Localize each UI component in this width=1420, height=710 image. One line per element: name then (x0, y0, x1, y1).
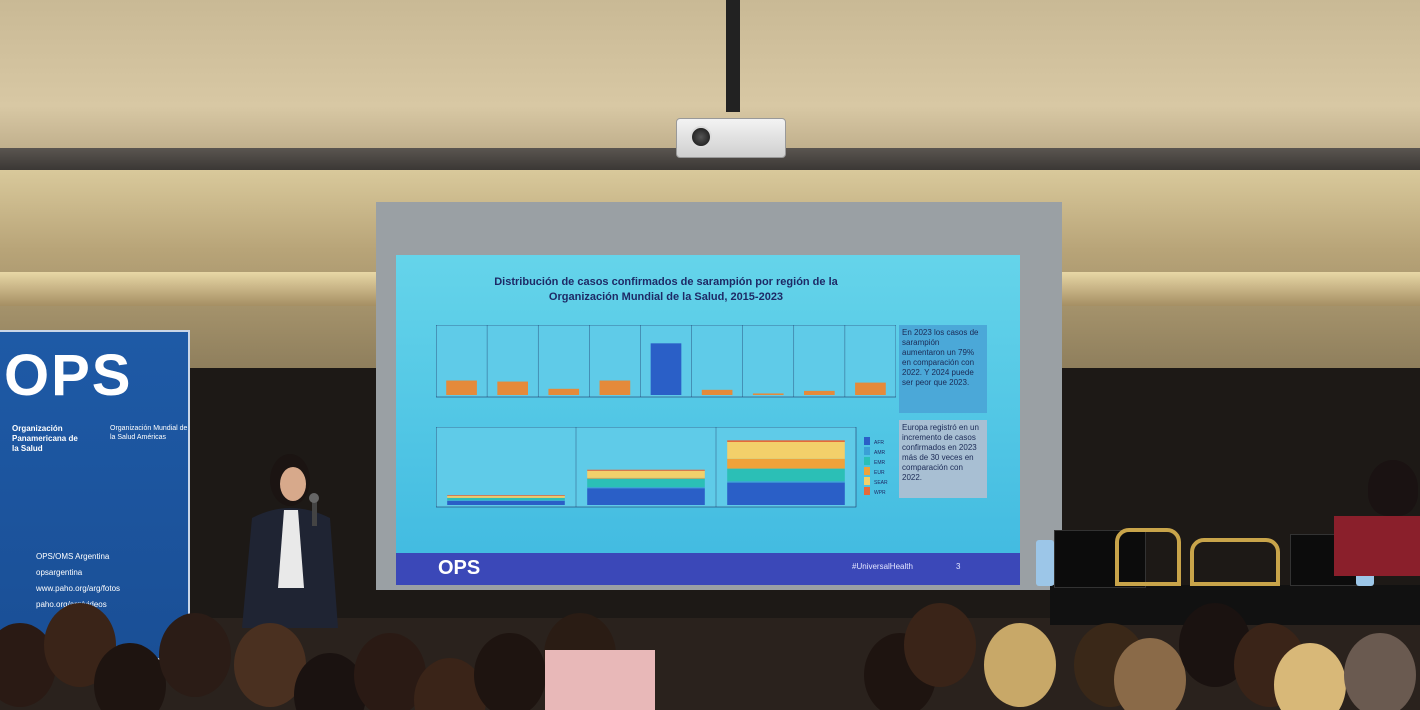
slide-note-2023: En 2023 los casos de sarampión aumentaro… (899, 325, 987, 413)
legend-swatch (864, 467, 870, 475)
banner-org-left: Organización Panamericana de la Salud (12, 424, 78, 453)
legend-label: AMR (874, 450, 886, 456)
audience (0, 603, 1416, 710)
panelist-head (1368, 460, 1418, 516)
audience-head (159, 613, 231, 697)
legend-swatch (864, 437, 870, 445)
projector (676, 118, 786, 158)
slide-page-number: 3 (956, 562, 961, 571)
audience-head (94, 643, 166, 710)
legend-label: EMR (874, 460, 886, 466)
laptop-1 (1054, 530, 1146, 588)
chart-bottom-bar-segment (727, 468, 845, 482)
banner-social-1: opsargentina (36, 568, 83, 577)
audience-head (354, 633, 426, 710)
chart-bottom-bar-segment (447, 500, 565, 501)
chart-top-bar (650, 343, 682, 395)
audience-shirt (545, 650, 655, 710)
chart-top-bar (548, 388, 580, 395)
banner-org-right: Organización Mundial de la Salud América… (110, 425, 188, 441)
chart-top-bar (446, 380, 477, 395)
banner-social-0: OPS/OMS Argentina (36, 552, 110, 561)
legend-label: AFR (874, 440, 884, 446)
audience-head (0, 623, 56, 707)
audience-head (1274, 643, 1346, 710)
slide-title-line2: Organización Mundial de la Salud, 2015-2… (548, 291, 784, 303)
ceiling-beam (0, 148, 1420, 170)
chart-bottom-bar-segment (587, 470, 705, 478)
chair (1115, 528, 1181, 586)
legend-label: WPR (874, 490, 886, 496)
slide-note-europe: Europa registró en un incremento de caso… (899, 420, 987, 498)
chart-top-bar (855, 382, 886, 395)
banner-logo: OPS (4, 343, 133, 408)
legend-label: SEAR (874, 480, 888, 486)
chart-top-bar (599, 380, 631, 395)
legend-swatch (864, 457, 870, 465)
slide-title-line1: Distribución de casos confirmados de sar… (494, 276, 838, 288)
audience-head (1114, 638, 1186, 710)
slide: Distribución de casos confirmados de sar… (396, 255, 1020, 585)
panelist-body (1334, 516, 1420, 576)
slide-title: Distribución de casos confirmados de sar… (396, 275, 936, 305)
audience-head (414, 658, 486, 710)
chart-bottom-bar-segment (727, 440, 845, 442)
chart-bottom-bar-segment (727, 481, 845, 483)
slide-footer: OPS #UniversalHealth 3 (396, 553, 1020, 585)
audience-head (474, 633, 546, 710)
chart-bottom-bar-segment (447, 495, 565, 497)
audience-head (1179, 603, 1251, 687)
banner-social-2: www.paho.org/arg/fotos (36, 584, 121, 593)
audience-head (294, 653, 366, 710)
legend-swatch (864, 487, 870, 495)
legend-swatch (864, 477, 870, 485)
chart-bottom-bar-segment (587, 477, 705, 479)
chart-bottom-bar-segment (587, 487, 705, 489)
chart-top-bar (804, 390, 835, 395)
legend-swatch (864, 447, 870, 455)
chart-top: 201520162017201820192020202120222023 (436, 325, 896, 398)
chart-bottom-bar-segment (727, 458, 845, 469)
projector-mount (726, 0, 740, 112)
chart-bottom-bar-segment (587, 478, 705, 488)
chair (1190, 538, 1280, 586)
chart-bottom-bar-segment (727, 482, 845, 505)
chart-bottom-bar-segment (447, 496, 565, 498)
chart-top-bar (497, 381, 528, 395)
audience-head (234, 623, 306, 707)
chart-bottom-bar-segment (587, 488, 705, 505)
audience-head (904, 603, 976, 687)
speaker (242, 454, 338, 628)
chart-bottom-bar-segment (447, 500, 565, 505)
chart-bottom-bar-segment (447, 498, 565, 501)
water-bottle (1036, 540, 1054, 586)
slide-footer-hashtag: #UniversalHealth (852, 562, 913, 571)
chart-top-bar (701, 389, 733, 395)
audience-head (1344, 633, 1416, 710)
legend-label: EUR (874, 470, 885, 476)
chart-bottom-bar-segment (587, 469, 705, 471)
slide-footer-logo: OPS (438, 557, 481, 579)
chart-bottom-bar-segment (727, 442, 845, 459)
chart-top-bar (752, 393, 784, 395)
audience-head (984, 623, 1056, 707)
projector-lens (690, 126, 712, 148)
